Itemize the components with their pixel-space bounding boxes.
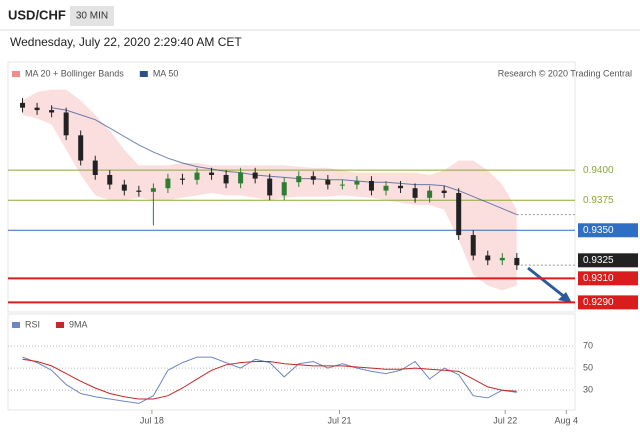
candle-body	[121, 184, 127, 191]
candle-body	[354, 180, 360, 185]
rsi-line	[22, 358, 517, 400]
interval-button[interactable]	[70, 6, 114, 26]
candle-body	[281, 182, 287, 196]
legend-label: 9MA	[69, 319, 88, 329]
price-panel	[7, 61, 576, 313]
rsi-panel	[7, 313, 576, 411]
legend-swatch	[56, 322, 65, 328]
rsi-line	[22, 356, 517, 404]
y-tick-label: 30	[583, 385, 593, 395]
candle-body	[223, 174, 229, 184]
level-label: 0.9290	[583, 297, 614, 308]
level-label: 0.9325	[583, 255, 614, 266]
legend-swatch	[12, 71, 20, 77]
legend-label: MA 20 + Bollinger Bands	[25, 68, 124, 78]
y-tick-label: 70	[583, 340, 593, 350]
level-label: 0.9375	[583, 195, 614, 206]
candle-body	[209, 172, 215, 175]
forecast-arrowhead	[558, 292, 572, 303]
candle-body	[267, 178, 273, 196]
candle-body	[398, 185, 404, 189]
candle-body	[136, 190, 142, 192]
candle-body	[63, 112, 69, 136]
candle-body	[514, 257, 520, 266]
candle-body	[441, 190, 447, 194]
level-label: 0.9350	[583, 225, 614, 236]
candle-body	[107, 174, 113, 185]
x-tick-label: Aug 4	[555, 415, 579, 425]
x-tick-label: Jul 21	[327, 415, 351, 425]
candle-body	[150, 188, 156, 192]
candle-body	[165, 178, 171, 189]
candle-body	[179, 178, 185, 180]
candle-body	[78, 135, 84, 161]
candle-body	[470, 235, 476, 256]
level-label: 0.9310	[583, 273, 614, 284]
date: Wednesday, July 22, 2020 2:29:40 AM CET	[10, 35, 242, 49]
candle-body	[296, 176, 302, 183]
level-tag	[578, 295, 638, 310]
candle-body	[194, 172, 200, 180]
y-tick-label: 50	[583, 362, 593, 372]
level-label: 0.9400	[583, 165, 614, 176]
level-tag	[578, 253, 638, 268]
level-tag	[578, 271, 638, 286]
interval[interactable]: 30 MIN	[76, 11, 108, 22]
legend-label: MA 50	[153, 68, 179, 78]
candle-body	[456, 193, 462, 236]
candle-body	[427, 190, 433, 198]
legend-swatch	[139, 71, 148, 77]
candle-body	[499, 257, 505, 261]
legend-swatch	[12, 322, 20, 328]
candle-body	[238, 172, 244, 184]
candle-body	[368, 180, 374, 191]
candle-body	[412, 188, 418, 198]
credit: Research © 2020 Trading Central	[498, 68, 632, 78]
candle-body	[20, 102, 26, 108]
x-tick-label: Jul 18	[140, 415, 164, 425]
level-tag	[578, 223, 638, 238]
candle-body	[92, 160, 98, 175]
candle-body	[310, 176, 316, 180]
candle-body	[325, 179, 331, 185]
candle-body	[252, 172, 258, 179]
candle-body	[34, 107, 40, 111]
symbol: USD/CHF	[8, 7, 66, 22]
candle-body	[49, 110, 55, 113]
x-tick-label: Jul 22	[493, 415, 517, 425]
candle-body	[485, 255, 491, 261]
legend-label: RSI	[25, 319, 40, 329]
candle-body	[383, 185, 389, 191]
candle-body	[339, 184, 345, 186]
forecast-arrow	[527, 266, 567, 300]
